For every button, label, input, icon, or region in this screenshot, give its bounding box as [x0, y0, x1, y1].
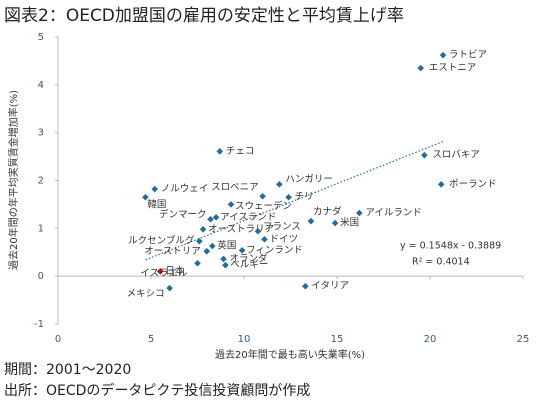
chart-title: 図表2：OECD加盟国の雇用の安定性と平均賃上げ率: [4, 6, 404, 26]
point-label: 韓国: [147, 200, 166, 211]
y-axis-label: 過去20年間の年平均実質賃金増加率(%): [7, 90, 20, 270]
point-label: 英国: [217, 240, 236, 252]
trend-r2: R² = 0.4014: [412, 257, 470, 268]
point: [331, 219, 339, 227]
y-tick-label: -1: [34, 319, 44, 330]
point-label: オランダ: [230, 252, 269, 264]
point: [439, 51, 447, 59]
x-tick-label: 15: [331, 334, 344, 345]
point-label: ハンガリー: [285, 174, 333, 185]
point-label: エストニア: [429, 63, 477, 74]
x-tick-label: 0: [55, 334, 61, 345]
point: [259, 192, 266, 200]
note: 出所：OECDのデータピクテ投信投資顧問が作成: [4, 382, 310, 399]
y-tick-label: 2: [38, 176, 44, 187]
point-label: オーストラリア: [208, 224, 274, 235]
point: [166, 284, 173, 292]
point: [196, 237, 203, 245]
point: [194, 259, 201, 267]
point-label: フィンランド: [246, 245, 303, 256]
point: [276, 181, 283, 188]
x-tick-label: 5: [148, 334, 154, 345]
point-label: ルクセンブルグ: [128, 235, 195, 247]
point-label: イタリア: [311, 281, 349, 292]
point-label: イスラエル: [140, 268, 188, 279]
point-label: ラトビア: [449, 50, 487, 61]
point-label: スロベニア: [211, 182, 259, 193]
point-label: ノルウェイ: [161, 184, 209, 195]
point: [207, 215, 214, 223]
point: [212, 214, 220, 221]
point-label: メキシコ: [127, 289, 165, 300]
point-label: ドイツ: [269, 234, 298, 245]
y-tick-label: 1: [38, 223, 44, 234]
trendline: [145, 140, 444, 261]
point-label: スウェーデン: [235, 200, 292, 212]
point-label: オーストリア: [144, 246, 201, 257]
point: [142, 193, 149, 201]
point-label: ベルギー: [230, 260, 268, 271]
point: [157, 268, 164, 275]
y-tick-label: 5: [38, 32, 44, 43]
point: [199, 225, 207, 233]
x-tick-label: 10: [238, 334, 251, 345]
point-label: フランス: [263, 222, 301, 233]
y-tick-label: 3: [38, 128, 44, 139]
x-tick-label: 20: [424, 334, 437, 345]
point-label: アイスランド: [220, 212, 276, 223]
point: [302, 282, 309, 290]
point-label: 日本: [165, 265, 185, 277]
point: [261, 236, 268, 243]
point-label: アイルランド: [365, 208, 422, 219]
y-tick-label: 0: [38, 271, 44, 282]
point: [203, 247, 211, 255]
x-tick-label: 25: [517, 334, 530, 345]
point: [220, 255, 227, 263]
point: [254, 227, 262, 235]
point: [227, 201, 235, 208]
point: [421, 151, 428, 159]
point-label: チリ: [295, 192, 314, 203]
point: [437, 181, 445, 188]
point-label: カナダ: [313, 206, 342, 218]
trend-equation: y = 0.1548x - 0.3889: [400, 241, 501, 252]
point-label: 米国: [340, 217, 359, 229]
point-label: チェコ: [226, 146, 255, 157]
point: [216, 148, 224, 155]
point-label: ポーランド: [449, 179, 497, 190]
note: 期間：2001～2020: [4, 362, 131, 378]
point: [417, 64, 424, 72]
point-label: スロバキア: [432, 150, 480, 161]
point: [285, 193, 292, 201]
point-label: デンマーク: [159, 209, 207, 221]
point: [151, 185, 159, 193]
point: [356, 209, 363, 217]
point: [238, 247, 246, 254]
y-tick-label: 4: [38, 80, 44, 91]
point: [209, 242, 216, 250]
x-axis-label: 過去20年間で最も高い失業率(%): [215, 348, 365, 361]
point: [307, 217, 315, 225]
point: [222, 261, 229, 269]
